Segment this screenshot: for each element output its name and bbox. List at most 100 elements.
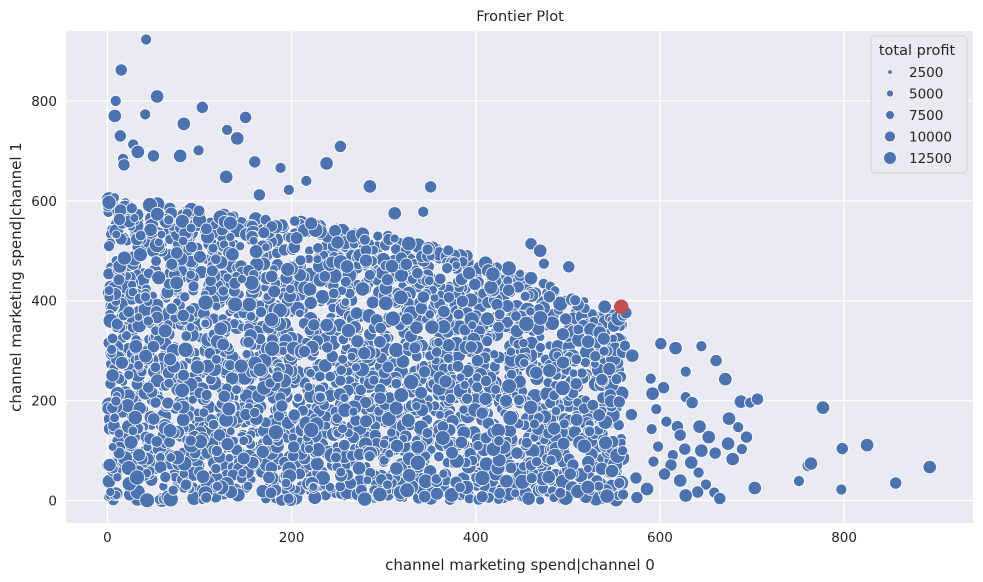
cloud-point xyxy=(541,469,556,485)
cloud-point xyxy=(324,370,336,383)
cloud-point xyxy=(192,204,206,217)
cloud-point xyxy=(287,408,301,422)
cloud-point xyxy=(134,229,147,242)
scatter-point xyxy=(678,442,692,456)
cloud-point xyxy=(441,262,454,275)
cloud-point xyxy=(264,486,278,500)
cloud-point xyxy=(106,332,119,345)
cloud-point xyxy=(185,322,196,333)
cloud-point xyxy=(110,395,122,407)
cloud-point xyxy=(303,381,314,392)
cloud-point xyxy=(289,231,304,245)
cloud-point xyxy=(424,275,435,286)
cloud-point xyxy=(424,309,435,320)
y-tick-label: 600 xyxy=(31,194,57,210)
cloud-point xyxy=(125,202,138,215)
cloud-point xyxy=(317,358,333,374)
cloud-point xyxy=(437,304,451,319)
cloud-point xyxy=(200,222,213,236)
scatter-point xyxy=(672,473,688,488)
cloud-point xyxy=(518,337,529,349)
cloud-point xyxy=(583,463,593,474)
cloud-point xyxy=(165,257,179,271)
cloud-point xyxy=(264,377,276,389)
cloud-point xyxy=(483,279,499,295)
cloud-point xyxy=(139,492,155,509)
cloud-point xyxy=(236,274,247,285)
x-tick-label: 800 xyxy=(831,530,857,546)
scatter-point xyxy=(176,116,192,132)
cloud-point xyxy=(113,428,125,439)
cloud-point xyxy=(339,275,352,288)
y-tick-labels: 0 200 400 600 800 xyxy=(31,94,57,510)
cloud-point xyxy=(502,283,516,297)
legend-label: 12500 xyxy=(909,151,952,167)
cloud-point xyxy=(227,296,244,313)
cloud-point xyxy=(189,359,206,375)
y-tick-label: 200 xyxy=(31,394,57,410)
cloud-point xyxy=(330,235,345,250)
scatter-point xyxy=(713,491,727,506)
cloud-point xyxy=(467,320,478,331)
cloud-point xyxy=(525,306,536,317)
cloud-point xyxy=(257,226,271,240)
scatter-point xyxy=(691,485,705,499)
scatter-point xyxy=(300,174,313,187)
scatter-point xyxy=(613,476,626,490)
cloud-point xyxy=(303,421,320,438)
cloud-point xyxy=(180,330,193,342)
cloud-point xyxy=(170,246,184,260)
cloud-point xyxy=(569,377,583,391)
cloud-point xyxy=(280,261,296,277)
legend-marker xyxy=(883,151,897,165)
cloud-point xyxy=(462,266,477,281)
scatter-points xyxy=(107,33,937,506)
scatter-point xyxy=(604,463,620,479)
cloud-point xyxy=(424,319,440,335)
cloud-point xyxy=(354,383,367,396)
cloud-point xyxy=(372,486,388,503)
cloud-point xyxy=(163,377,175,389)
cloud-point xyxy=(200,388,213,401)
scatter-point xyxy=(139,108,152,121)
scatter-point xyxy=(597,299,612,314)
cloud-point xyxy=(187,280,200,293)
cloud-point xyxy=(505,346,516,357)
scatter-point xyxy=(221,123,234,136)
cloud-point xyxy=(464,340,478,354)
cloud-point xyxy=(401,468,417,483)
cloud-point xyxy=(159,471,172,484)
cloud-point xyxy=(510,446,524,460)
cloud-point xyxy=(210,463,222,475)
cloud-point xyxy=(442,244,455,257)
cloud-point xyxy=(143,222,158,237)
scatter-point xyxy=(652,440,665,453)
cloud-point xyxy=(485,266,501,282)
cloud-point xyxy=(510,488,521,499)
cloud-point xyxy=(403,374,420,391)
cloud-point xyxy=(174,213,190,229)
cloud-point xyxy=(105,368,120,383)
cloud-point xyxy=(177,341,194,358)
legend-marker xyxy=(885,110,895,120)
cloud-point xyxy=(493,435,505,447)
cloud-point xyxy=(525,472,538,485)
cloud-point xyxy=(599,488,615,504)
scatter-point xyxy=(660,415,673,428)
scatter-point xyxy=(721,411,737,426)
cloud-point xyxy=(185,222,197,234)
cloud-point xyxy=(177,368,190,382)
cloud-point xyxy=(380,411,397,427)
cloud-point xyxy=(309,456,325,472)
cloud-point xyxy=(389,233,400,244)
cloud-point xyxy=(111,229,122,240)
scatter-point xyxy=(629,471,643,485)
cloud-point xyxy=(132,247,148,263)
cloud-point xyxy=(359,414,373,429)
cloud-point xyxy=(478,391,493,406)
cloud-point xyxy=(441,338,456,353)
cloud-point xyxy=(479,375,493,388)
cloud-point xyxy=(233,358,249,374)
scatter-point xyxy=(113,129,127,143)
cloud-point xyxy=(421,243,434,256)
